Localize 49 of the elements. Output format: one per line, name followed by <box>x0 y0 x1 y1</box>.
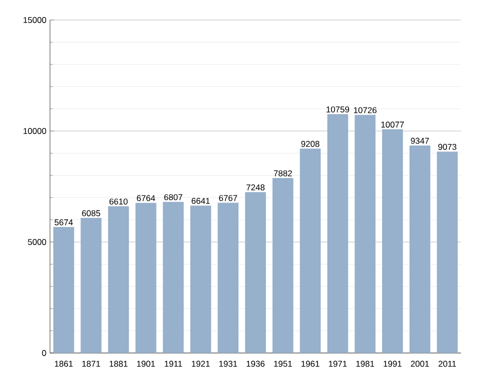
data-label: 6085 <box>82 210 100 216</box>
data-label: 7882 <box>274 170 292 176</box>
bar <box>327 114 348 353</box>
bar <box>272 178 294 353</box>
y-tick-label: 10000 <box>24 128 46 134</box>
data-label: 6807 <box>164 194 182 200</box>
data-label: 9208 <box>301 140 320 147</box>
bar <box>135 202 156 353</box>
x-tick-label: 1981 <box>356 360 374 367</box>
x-tick-label: 1961 <box>302 360 320 367</box>
y-tick-label: 0 <box>42 350 46 356</box>
bar <box>162 202 184 353</box>
bar <box>53 227 74 353</box>
data-label: 10759 <box>326 106 350 112</box>
data-label: 9073 <box>438 144 456 150</box>
data-label: 9347 <box>410 138 429 144</box>
data-label: 7248 <box>246 184 265 190</box>
x-tick-label: 1861 <box>54 360 73 367</box>
data-label: 10077 <box>381 122 404 128</box>
bar <box>190 206 212 353</box>
data-label: 10726 <box>354 107 377 114</box>
x-tick-label: 1991 <box>384 360 402 367</box>
x-tick-label: 2001 <box>410 360 429 367</box>
data-label: 6610 <box>110 198 128 205</box>
bar <box>382 129 403 353</box>
x-tick-label: 1881 <box>110 360 128 367</box>
data-label: 6641 <box>192 198 210 204</box>
bar <box>409 145 430 353</box>
bar <box>436 152 458 353</box>
x-tick-label: 1921 <box>192 360 210 367</box>
data-label: 6764 <box>136 195 156 202</box>
x-tick-label: 1971 <box>328 360 347 367</box>
x-tick-label: 1931 <box>219 360 238 367</box>
y-tick-label: 5000 <box>28 239 46 245</box>
y-tick-label: 15000 <box>24 17 46 23</box>
bar <box>108 206 129 353</box>
x-tick-label: 1911 <box>164 360 182 367</box>
x-tick-label: 1951 <box>274 360 292 367</box>
bar <box>245 192 266 353</box>
data-label: 6767 <box>219 195 238 202</box>
x-tick-label: 1936 <box>246 360 265 367</box>
bar <box>80 218 102 353</box>
data-label: 5674 <box>54 219 73 226</box>
bar <box>218 202 239 353</box>
bar <box>300 148 321 353</box>
bar <box>354 114 376 353</box>
x-tick-label: 1871 <box>82 360 100 367</box>
x-tick-label: 1901 <box>137 360 155 367</box>
x-tick-label: 2011 <box>438 360 456 367</box>
